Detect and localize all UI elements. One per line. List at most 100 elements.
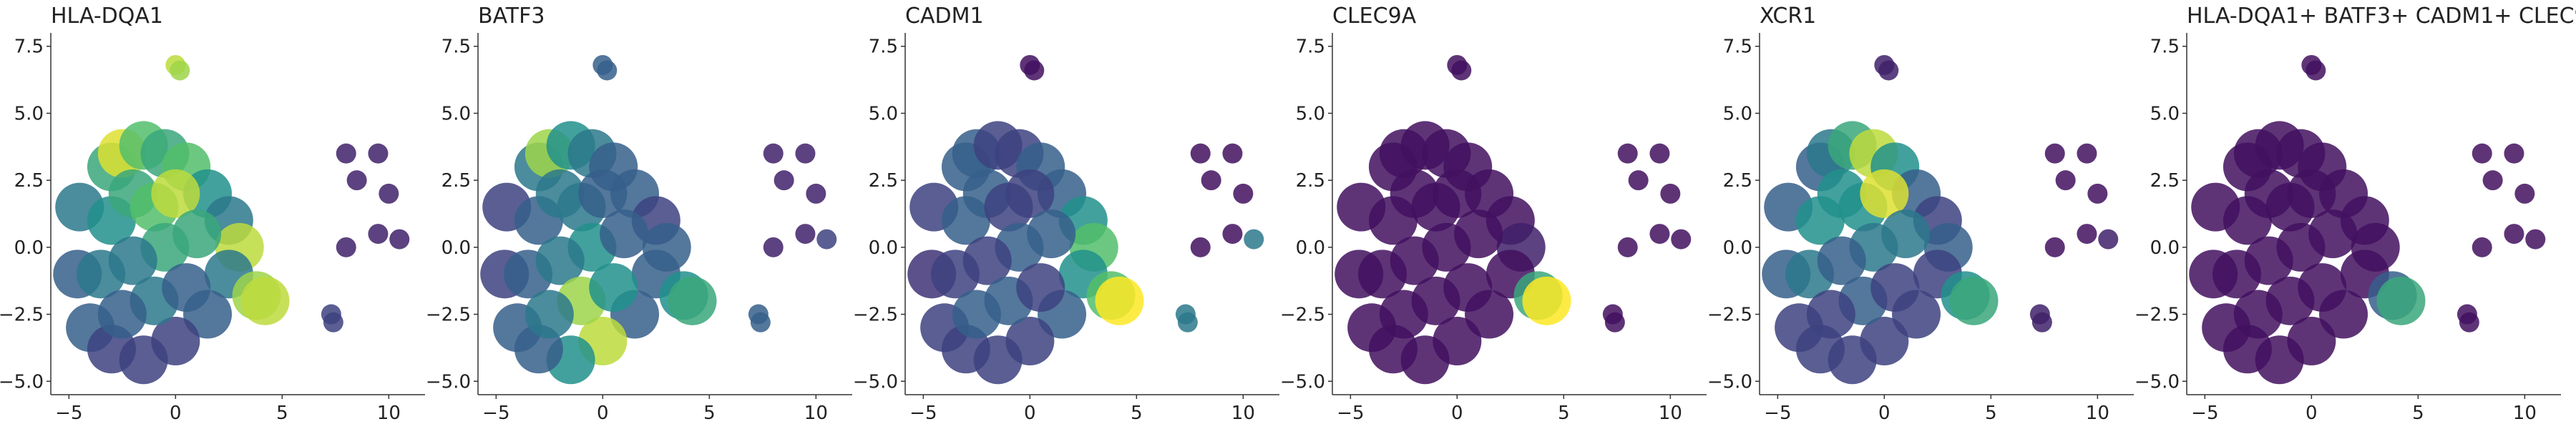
cell-point <box>1201 170 1221 191</box>
cell-point <box>2077 143 2097 164</box>
cell-point <box>952 290 1001 339</box>
x-tick-label: 0 <box>1024 403 1036 424</box>
y-tick-label: −2.5 <box>426 305 471 326</box>
cell-point <box>1522 276 1571 325</box>
cell-point <box>763 143 784 164</box>
cell-point <box>578 169 628 218</box>
y-tick-label: 7.5 <box>869 36 898 58</box>
cell-point <box>2298 263 2347 312</box>
cell-point <box>589 263 638 312</box>
x-tick-label: −5 <box>2191 403 2218 424</box>
y-tick-label: −5.0 <box>853 371 898 393</box>
cell-point <box>1628 170 1649 191</box>
y-tick-label: 7.5 <box>441 36 471 58</box>
cell-point <box>1870 263 1920 312</box>
cell-point <box>1095 276 1144 325</box>
cell-point <box>379 183 399 204</box>
cell-point <box>323 312 343 332</box>
y-tick-label: 7.5 <box>1296 36 1325 58</box>
y-tick-label: 5.0 <box>869 103 898 124</box>
panel: CADM1 7.5 5.0 2.5 0.0 −2.5 −5.0 −5 0 5 10 <box>853 4 1279 424</box>
cell-point <box>774 170 794 191</box>
cell-point <box>2044 237 2065 257</box>
points <box>1762 54 2119 385</box>
x-tick-label: 10 <box>377 403 401 424</box>
y-tick-label: 2.5 <box>441 170 471 192</box>
y-tick-label: 2.5 <box>14 170 44 192</box>
cell-point <box>108 236 157 285</box>
cell-point <box>1027 209 1076 259</box>
cell-point <box>346 170 367 191</box>
cell-point <box>2055 170 2076 191</box>
y-tick-label: −2.5 <box>0 305 44 326</box>
y-tick-label: −5.0 <box>1707 371 1752 393</box>
y-tick-label: 5.0 <box>14 103 44 124</box>
panel: HLA-DQA1 7.5 5.0 2.5 0.0 −2.5 −5.0 −5 0 5 10 <box>0 4 425 424</box>
cell-point <box>1016 263 1065 312</box>
cell-point <box>1817 236 1866 285</box>
cell-point <box>962 236 1012 285</box>
cell-point <box>2031 312 2052 332</box>
panel-title: HLA-DQA1 <box>51 4 163 29</box>
panel-title: XCR1 <box>1760 4 1816 29</box>
cell-point <box>1881 209 1931 259</box>
y-tick-label: −2.5 <box>1707 305 1752 326</box>
y-tick-label: −5.0 <box>0 371 44 393</box>
panel: CLEC9A 7.5 5.0 2.5 0.0 −2.5 −5.0 −5 0 5 10 <box>1280 4 1707 424</box>
x-tick-label: 0 <box>597 403 609 424</box>
panel: BATF3 7.5 5.0 2.5 0.0 −2.5 −5.0 −5 0 5 10 <box>426 4 852 424</box>
cell-point <box>2077 224 2097 245</box>
cell-point <box>2287 169 2336 218</box>
cell-point <box>1433 169 1482 218</box>
x-tick-label: 0 <box>2306 403 2318 424</box>
x-tick-label: 0 <box>1878 403 1890 424</box>
cell-point <box>170 60 190 81</box>
cell-point <box>600 209 649 259</box>
x-tick-label: 10 <box>2513 403 2537 424</box>
cell-point <box>597 60 618 81</box>
cell-point <box>795 143 816 164</box>
cell-point <box>1454 209 1503 259</box>
cell-point <box>240 276 290 325</box>
panel: XCR1 7.5 5.0 2.5 0.0 −2.5 −5.0 −5 0 5 10 <box>1707 4 2134 424</box>
cell-point <box>1806 290 1855 339</box>
cell-point <box>1604 312 1625 332</box>
y-tick-label: 2.5 <box>869 170 898 192</box>
cell-point <box>535 236 585 285</box>
cell-point <box>1005 169 1055 218</box>
y-tick-label: 0.0 <box>2150 237 2180 259</box>
cell-point <box>750 312 771 332</box>
cell-point <box>1671 229 1692 250</box>
cell-point <box>1617 237 1638 257</box>
cell-point <box>2525 229 2546 250</box>
x-tick-label: −5 <box>482 403 509 424</box>
panel: HLA-DQA1+ BATF3+ CADM1+ CLEC9A 7.5 5.0 2.5 0… <box>2135 4 2576 424</box>
x-tick-label: −5 <box>55 403 82 424</box>
cell-point <box>668 276 717 325</box>
x-tick-label: −5 <box>1764 403 1791 424</box>
x-tick-label: 10 <box>804 403 828 424</box>
cell-point <box>1222 143 1243 164</box>
cell-point <box>162 263 211 312</box>
points <box>2189 54 2546 385</box>
y-tick-label: −5.0 <box>1280 371 1325 393</box>
cell-point <box>2306 60 2326 81</box>
cell-point <box>1177 312 1198 332</box>
cell-point <box>1190 237 1211 257</box>
y-tick-label: −2.5 <box>853 305 898 326</box>
x-tick-label: 10 <box>1231 403 1255 424</box>
cell-point <box>2514 183 2535 204</box>
cell-point <box>2482 170 2503 191</box>
cell-point <box>1390 236 1439 285</box>
panel-title: CLEC9A <box>1332 4 1417 29</box>
cell-point <box>2459 312 2479 332</box>
x-tick-label: 5 <box>276 403 288 424</box>
cell-point <box>1190 143 1211 164</box>
points <box>480 54 837 385</box>
y-tick-label: 7.5 <box>2150 36 2180 58</box>
y-tick-label: −2.5 <box>1280 305 1325 326</box>
y-tick-label: 5.0 <box>441 103 471 124</box>
cell-point <box>1660 183 1681 204</box>
x-tick-label: 10 <box>2086 403 2109 424</box>
